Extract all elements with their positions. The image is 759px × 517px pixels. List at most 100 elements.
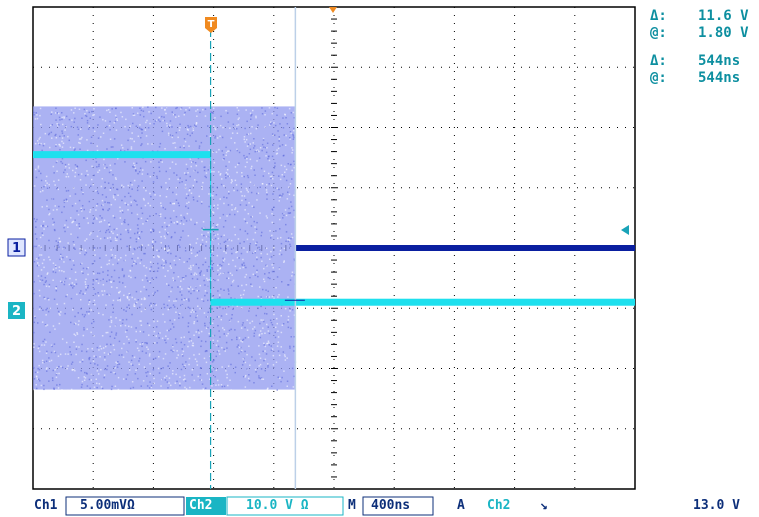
ch1-noise-speck [33,292,35,295]
ch1-noise-speck [187,124,189,127]
ch1-noise-speck [144,129,147,131]
ch1-noise-speck [71,119,73,121]
ch1-noise-speck [71,361,74,363]
ch1-noise-speck [38,264,40,267]
ch1-noise-speck [142,106,144,109]
ch1-noise-speck [179,177,181,179]
ch1-noise-speck [196,289,198,292]
ch1-noise-speck [201,229,204,231]
ch1-noise-speck [291,236,294,239]
ch1-noise-speck [227,121,230,123]
ch2-ground-marker[interactable]: 2 [8,302,25,319]
ch1-noise-speck [253,332,256,335]
ch1-ground-marker[interactable]: 1 [7,238,26,257]
ch1-noise-speck [206,350,208,352]
ch1-noise-speck [208,193,210,195]
ch1-noise-speck [190,268,192,271]
ch1-noise-speck [78,199,81,202]
ch1-noise-speck [229,272,232,274]
ch1-noise-speck [161,226,164,228]
ch1-noise-speck [258,345,260,347]
ch1-noise-speck [134,305,136,307]
ch1-noise-speck [81,262,83,265]
ch1-noise-speck [100,220,102,223]
ch1-noise-speck [227,245,229,247]
ch1-noise-speck [175,255,177,257]
ch1-noise-speck [131,107,133,109]
ch1-noise-speck [53,180,55,183]
ch1-noise-speck [119,206,121,209]
ch1-noise-speck [79,361,81,363]
ch1-noise-speck [205,316,208,318]
ch1-noise-speck [62,142,65,144]
ch1-noise-speck [136,232,139,234]
ch1-noise-speck [243,360,245,363]
ch1-noise-speck [35,384,37,386]
ch1-noise-speck [189,134,191,137]
ch1-noise-speck [90,373,92,375]
ch1-noise-speck [190,292,192,295]
ch1-noise-speck [248,202,250,204]
ch1-noise-speck [186,260,188,263]
ch1-noise-speck [91,110,93,113]
trigger-position-marker[interactable]: T [205,17,217,33]
ch1-noise-speck [236,107,238,109]
ch1-noise-speck [167,232,169,234]
ch1-noise-speck [193,290,195,292]
ch1-noise-speck [58,112,60,115]
ch1-noise-speck [140,298,143,300]
ch1-noise-speck [251,320,254,323]
ch1-noise-band [33,106,297,391]
ch1-noise-speck [39,191,42,193]
ch1-noise-speck [184,187,187,189]
ch1-noise-speck [98,221,101,223]
ch1-noise-speck [54,328,56,330]
ch1-noise-speck [293,336,295,338]
ch1-noise-speck [51,124,53,126]
ch1-noise-speck [256,269,258,272]
ch1-noise-speck [53,387,55,389]
ch1-noise-speck [59,135,61,138]
ch1-noise-speck [272,193,274,195]
ch1-noise-speck [263,280,266,283]
ch1-noise-speck [189,338,191,340]
ch1-noise-speck [52,369,54,372]
ch1-noise-speck [46,273,48,275]
ch1-noise-speck [270,321,273,324]
ch1-noise-speck [133,261,135,263]
ch1-noise-speck [59,148,61,151]
ch1-noise-speck [244,198,247,201]
ch1-noise-speck [173,210,175,212]
ch1-noise-speck [123,275,125,278]
ch1-noise-speck [103,374,106,376]
ch1-noise-speck [122,378,125,380]
ch1-noise-speck [89,117,91,119]
ch1-noise-speck [92,280,95,282]
ch1-noise-speck [83,327,85,329]
ch1-noise-speck [45,225,47,227]
ch1-noise-speck [252,273,254,276]
ch1-noise-speck [55,161,58,164]
ch1-noise-speck [225,370,227,372]
ch1-noise-speck [89,233,91,236]
ch1-noise-speck [137,112,139,114]
ch1-noise-speck [84,114,87,117]
ch1-noise-speck [84,371,86,374]
ch1-noise-speck [254,250,256,252]
ch1-noise-speck [218,353,221,355]
ch1-noise-speck [147,127,150,129]
ch1-noise-speck [33,321,35,324]
ch1-noise-speck [63,201,66,204]
ch1-noise-speck [170,384,172,387]
ch1-noise-speck [246,189,248,191]
ch1-noise-speck [180,280,182,282]
ch1-noise-speck [242,322,244,324]
ch1-noise-speck [33,111,35,114]
ch1-noise-speck [142,331,145,333]
ch1-noise-speck [97,272,99,274]
ch1-noise-speck [133,356,136,358]
ch1-noise-speck [217,204,219,206]
ch1-noise-speck [105,231,107,234]
ch1-noise-speck [133,247,135,250]
ch1-noise-speck [125,254,127,257]
